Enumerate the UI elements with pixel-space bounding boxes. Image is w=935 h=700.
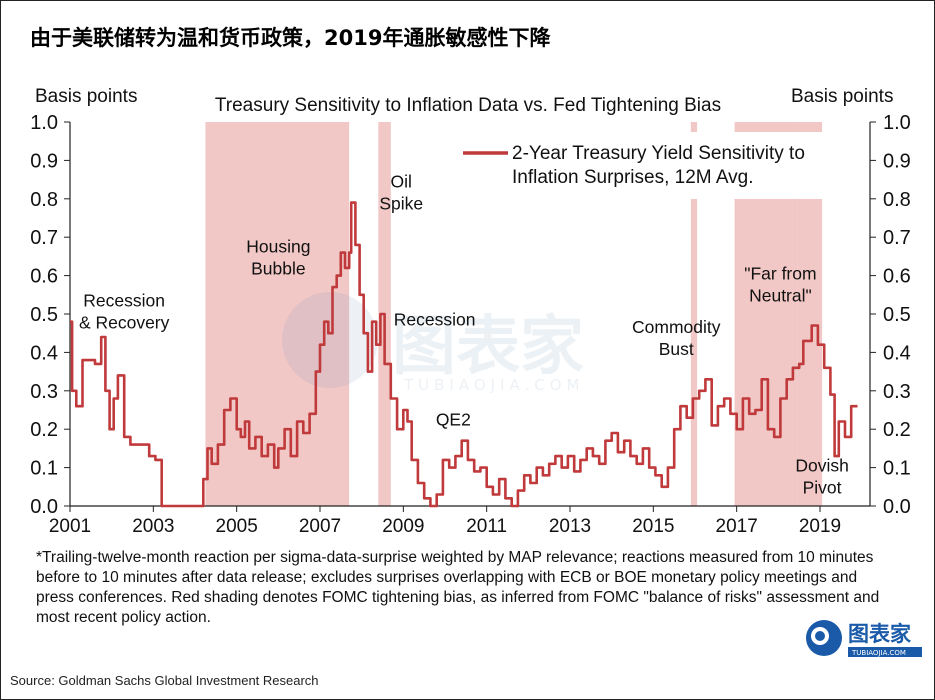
legend-background: [452, 132, 867, 199]
y-tick-label-right: 0.0: [883, 496, 911, 518]
axes: 0.0 0.0 0.1 0.1 0.2 0.2 0.3 0.3 0.4 0.4 0.5 0.5 0.6 0…: [30, 112, 911, 537]
y-tick-label-left: 0.4: [30, 342, 58, 364]
x-tick-label: 2015: [632, 516, 674, 537]
x-tick-label: 2007: [299, 516, 341, 537]
legend-label: 2-Year Treasury Yield Sensitivity to Infl…: [512, 143, 805, 188]
watermark-sub: TUBIAOJIA.COM: [403, 376, 585, 394]
y-tick-label-right: 0.5: [883, 304, 911, 326]
annotation: Housing Bubble: [246, 237, 310, 279]
x-tick-label: 2005: [216, 516, 258, 537]
y-tick-label-right: 0.3: [883, 381, 911, 403]
annotation-line: Dovish: [795, 455, 849, 475]
y-tick-label-right: 0.7: [883, 227, 911, 249]
annotation-line: & Recovery: [79, 312, 170, 332]
y-tick-label-right: 0.9: [883, 150, 911, 172]
y-tick-label-left: 0.9: [30, 150, 58, 172]
series-group: [70, 201, 858, 508]
y-tick-label-left: 0.3: [30, 381, 58, 403]
annotation: Commodity Bust: [632, 317, 721, 359]
legend-line: 2-Year Treasury Yield Sensitivity to: [512, 143, 805, 164]
y-tick-label-right: 0.1: [883, 458, 911, 480]
annotation: Recession: [394, 310, 476, 330]
shade-region: [690, 122, 698, 506]
annotation-line: Commodity: [632, 317, 721, 337]
source-note: Source: Goldman Sachs Global Investment …: [10, 673, 319, 688]
annotation-line: Neutral": [749, 285, 812, 305]
logo-sub: TUBIAOJIA.COM: [851, 649, 906, 657]
series-line: [70, 201, 858, 508]
y-tick-label-left: 0.2: [30, 419, 58, 441]
annotation: QE2: [436, 409, 471, 429]
annotation-line: QE2: [436, 409, 471, 429]
y-tick-label-left: 0.6: [30, 266, 58, 288]
annotation-line: Pivot: [803, 477, 842, 497]
y-tick-label-left: 0.7: [30, 227, 58, 249]
watermark-icon: [282, 292, 378, 388]
y-tick-label-right: 0.8: [883, 189, 911, 211]
legend-line: Inflation Surprises, 12M Avg.: [512, 167, 754, 188]
annotation: Recession & Recovery: [79, 290, 170, 332]
y-axis-label-left: Basis points: [35, 86, 137, 107]
y-tick-label-left: 1.0: [30, 112, 58, 134]
x-tick-label: 2001: [49, 516, 91, 537]
y-tick-label-left: 0.5: [30, 304, 58, 326]
x-tick-label: 2003: [132, 516, 174, 537]
annotation: Oil Spike: [379, 171, 423, 213]
shaded-regions: [205, 122, 867, 506]
y-axis-label-right: Basis points: [791, 86, 893, 107]
annotation-line: "Far from: [744, 263, 816, 283]
x-tick-label: 2019: [799, 516, 841, 537]
annotation-line: Bubble: [251, 259, 306, 279]
annotation-line: Recession: [83, 290, 165, 310]
x-tick-label: 2013: [549, 516, 591, 537]
annotation-line: Spike: [379, 193, 423, 213]
x-tick-label: 2009: [382, 516, 424, 537]
x-tick-label: 2011: [466, 516, 507, 537]
y-tick-label-right: 1.0: [883, 112, 911, 134]
annotation: Dovish Pivot: [795, 455, 849, 497]
annotation-line: Oil: [391, 171, 412, 191]
watermark: 图表家 TUBIAOJIA.COM: [282, 292, 585, 394]
logo-icon: [806, 620, 842, 656]
y-tick-label-right: 0.6: [883, 266, 911, 288]
y-tick-label-left: 0.1: [30, 458, 58, 480]
annotation-line: Recession: [394, 310, 476, 330]
shade-region: [205, 122, 350, 506]
annotation: "Far from Neutral": [744, 263, 816, 305]
annotation-line: Bust: [659, 339, 694, 359]
y-tick-label-left: 0.8: [30, 189, 58, 211]
footnote: *Trailing-twelve-month reaction per sigm…: [36, 549, 880, 626]
chart-title: Treasury Sensitivity to Inflation Data v…: [215, 95, 721, 116]
watermark-text: 图表家: [392, 310, 584, 384]
y-tick-label-left: 0.0: [30, 496, 58, 518]
y-tick-label-right: 0.2: [883, 419, 911, 441]
legend: 2-Year Treasury Yield Sensitivity to Infl…: [463, 143, 805, 188]
y-tick-label-right: 0.4: [883, 342, 911, 364]
page-title: 由于美联储转为温和货币政策，2019年通胀敏感性下降: [30, 26, 551, 50]
x-tick-label: 2017: [716, 516, 758, 537]
logo-text: 图表家: [848, 622, 912, 646]
annotation-line: Housing: [246, 237, 310, 257]
logo: 图表家 TUBIAOJIA.COM: [806, 620, 922, 657]
